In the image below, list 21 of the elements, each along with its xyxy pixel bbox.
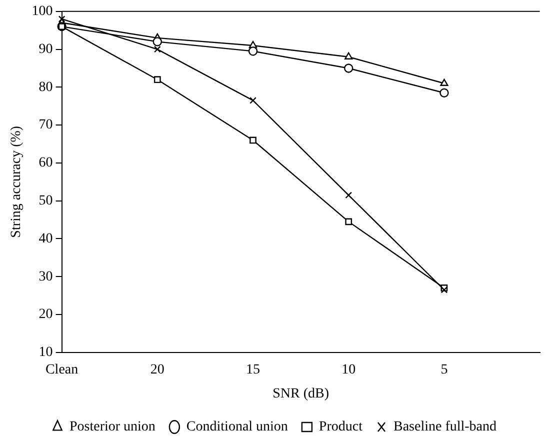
- legend-label: Conditional union: [186, 420, 288, 435]
- y-tick-label: 80: [38, 80, 53, 95]
- y-tick-label: 50: [38, 194, 53, 209]
- y-tick-label: 10: [38, 345, 53, 360]
- legend-label: Baseline full-band: [393, 420, 497, 435]
- y-tick-label: 30: [38, 269, 53, 284]
- y-tick-label: 90: [38, 42, 53, 57]
- x-tick-label: 10: [342, 362, 356, 378]
- y-tick-label: 40: [38, 231, 53, 246]
- legend-label: Posterior union: [69, 420, 156, 435]
- y-tick-label: 60: [38, 156, 53, 171]
- x-tick-label: Clean: [45, 362, 78, 378]
- y-tick-label: 70: [38, 118, 53, 133]
- x-axis-title: SNR (dB): [272, 386, 330, 402]
- x-tick-label: 15: [246, 362, 260, 378]
- y-axis-title: String accuracy (%): [9, 126, 24, 238]
- y-tick-label: 20: [38, 307, 53, 322]
- y-tick-label: 100: [32, 4, 53, 20]
- legend-label: Product: [318, 420, 363, 435]
- x-tick-label: 5: [440, 362, 448, 378]
- x-tick-label: 20: [150, 362, 164, 378]
